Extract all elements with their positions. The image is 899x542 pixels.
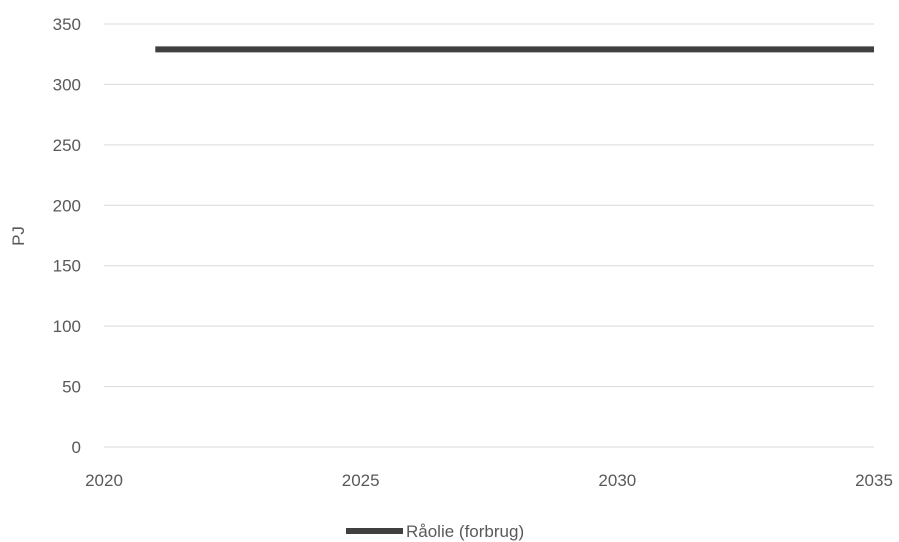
gridlines — [104, 23, 874, 448]
y-tick-label: 300 — [53, 75, 81, 94]
y-tick-label: 0 — [72, 438, 81, 457]
x-tick-label: 2035 — [855, 471, 893, 490]
legend: Råolie (forbrug) — [346, 522, 524, 541]
x-axis-tick-labels: 2020 2025 2030 2035 — [85, 471, 893, 490]
x-tick-label: 2030 — [598, 471, 636, 490]
y-axis-tick-labels: 0 50 100 150 200 250 300 350 — [53, 15, 81, 457]
y-tick-label: 150 — [53, 257, 81, 276]
y-axis-title: PJ — [9, 226, 28, 246]
y-tick-label: 200 — [53, 196, 81, 215]
x-tick-label: 2025 — [342, 471, 380, 490]
y-tick-label: 250 — [53, 136, 81, 155]
x-tick-label: 2020 — [85, 471, 123, 490]
y-tick-label: 100 — [53, 317, 81, 336]
legend-label-raaolie: Råolie (forbrug) — [406, 522, 524, 541]
y-tick-label: 350 — [53, 15, 81, 34]
y-tick-label: 50 — [62, 378, 81, 397]
